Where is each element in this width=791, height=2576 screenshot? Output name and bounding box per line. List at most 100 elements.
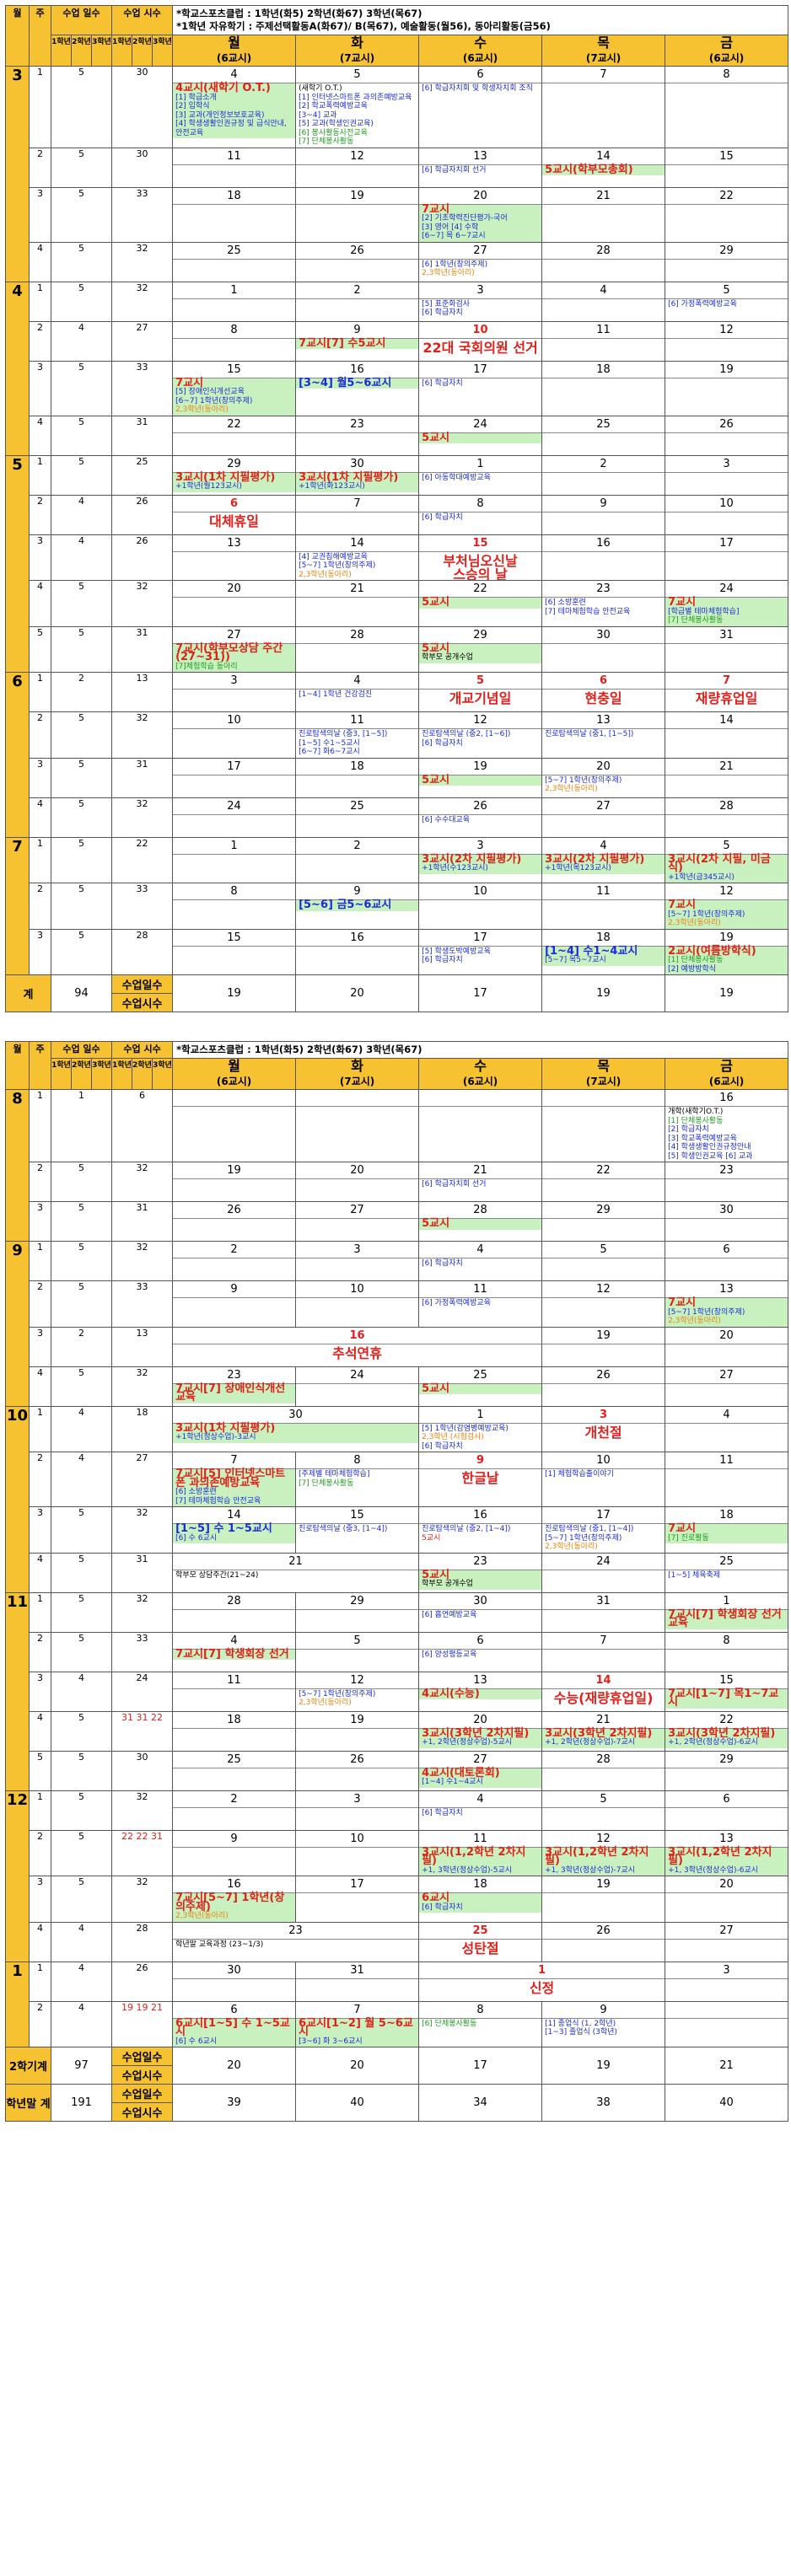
day-cell: 4 7교시[7] 학생회장 선거 — [172, 1631, 297, 1672]
event-line: [1] 종업식 (1, 2학년) — [545, 2019, 616, 2028]
day-cell: 19 — [172, 1162, 297, 1202]
day-cell: 25 — [295, 797, 420, 838]
total-value: 19 — [541, 2047, 666, 2085]
total-row2-label: 수업시수 — [111, 993, 174, 1012]
event-line: 7교시(학부모상담 주간(27~31)) — [175, 641, 283, 663]
total-value: 40 — [665, 2084, 789, 2122]
day-cell: 12 진로탐색의날 (중2, [1~6]) [6] 학급자치 — [418, 711, 543, 759]
day-cell: 28 — [172, 1591, 297, 1633]
date-number: 19 — [296, 1712, 418, 1729]
date-number: 22 — [542, 1163, 665, 1179]
date-number: 19 — [665, 930, 788, 947]
day-cell: 4 [1~4] 1학년 건강검진 — [295, 672, 420, 712]
date-number: 28 — [665, 798, 788, 815]
day-cell: 17 [6] 학급자치 — [418, 360, 543, 416]
week-number: 2 — [29, 1829, 51, 1876]
day-cell: 11 — [172, 147, 297, 188]
event-line: +1학년(금345교시) — [668, 872, 734, 882]
date-number: 8 — [419, 496, 541, 513]
day-cell: 29 5교시 학부모 공개수업 — [418, 625, 543, 673]
day-cell: 21 — [541, 186, 666, 243]
week-number: 2 — [29, 2000, 51, 2047]
date-number: 20 — [173, 581, 295, 598]
day-cell: 21 — [665, 757, 789, 798]
day-cell: 23 — [295, 415, 420, 456]
hours-count: 30 — [111, 1750, 174, 1791]
week-number: 4 — [29, 1366, 51, 1407]
day-cell: 9 — [172, 1280, 297, 1328]
event-block: [5] 표준화검사 [6] 학급자치 — [420, 299, 541, 319]
weekday-hours: (6교시) — [462, 52, 498, 64]
date-number: 17 — [542, 1507, 665, 1524]
day-cell: 11 [6] 가정폭력예방교육 — [418, 1280, 543, 1328]
date-number: 11 — [296, 712, 418, 729]
event-block: 7교시[7] 학생회장 선거교육 — [665, 1609, 788, 1629]
event-line: 2,3학년(동아리) — [545, 785, 598, 793]
event-line: 2,3학년(동아리) — [545, 1543, 598, 1551]
date-number: 8 — [296, 1453, 418, 1469]
event-block: [5] 1학년(감염병예방교육) 2,3학년 (시험검사) [6] 학급자치 — [420, 1424, 541, 1452]
event-block: 5교시 — [419, 1383, 541, 1394]
week-row: 4 4 28 23 학년말 교육과정 (23~1/3) 25 성탄절 26 27 — [6, 1921, 789, 1962]
date-number: 15 — [419, 535, 541, 552]
date-number: 5 — [665, 282, 788, 299]
event-line: 7교시 — [422, 202, 450, 216]
date-number: 16 — [173, 1876, 295, 1893]
day-cell: 4 [6] 학급자치 — [418, 1790, 543, 1831]
week-number: 1 — [29, 1405, 51, 1452]
event-block: 7교시 [5] 장애인식개선교육 [6~7] 1학년(창의주제) 2,3학년(동아리) — [173, 378, 295, 415]
hours-count: 32 — [111, 241, 174, 282]
event-line: [4] 학생생활인권규정안내 — [668, 1143, 751, 1151]
event-block: 5교시 — [419, 775, 541, 786]
date-number: 10 — [542, 1453, 665, 1469]
event-line: [1~5] 체육축제 — [668, 1570, 721, 1580]
total-days: 94 — [50, 974, 113, 1012]
event-line: 개학(새학기O.T.) — [668, 1108, 724, 1116]
week-number: 1 — [29, 836, 51, 883]
date-number: 14 — [542, 148, 665, 165]
week-number: 2 — [29, 147, 51, 188]
date-number: 7 — [542, 1633, 665, 1650]
day-cell: 25 5교시 — [418, 1366, 543, 1407]
day-cell: 26 — [172, 1201, 297, 1242]
week-row: 11 1 5 32 28 29 30 [6] 흡연예방교육 31 1 7교시[7] 학생회장 선거교… — [5, 1591, 789, 1791]
note-line: *학교스포츠클럽 : 1학년(화5) 2학년(화67) 3학년(목67) — [176, 1044, 422, 1055]
date-number: 7 — [542, 67, 665, 83]
weekday-name: 월 — [228, 1058, 240, 1074]
date-number: 28 — [419, 1203, 541, 1219]
date-number: 29 — [542, 1203, 665, 1219]
event-line: [5] 교과(학생인권교육) — [299, 120, 374, 128]
date-number: 31 — [542, 1593, 665, 1610]
day-cell: 14 [4] 교권침해예방교육 [5~7] 1학년(창의주제) 2,3학년(동아리) — [295, 534, 420, 581]
day-cell: 23 7교시[7] 장애인식개선교육 — [172, 1366, 297, 1407]
day-cell: 29 — [541, 1201, 666, 1242]
date-number: 29 — [419, 627, 541, 644]
event-line: +1, 3학년(정상수업)-7교시 — [545, 1865, 636, 1875]
day-cell: 6 [6] 학급자치회 및 학생자치회 조직 — [418, 66, 543, 148]
days-count: 5 — [50, 66, 113, 148]
weekday-header: 화 (7교시) — [295, 35, 420, 67]
date-number: 26 — [173, 1203, 295, 1219]
holiday-label: 한글날 — [461, 1470, 499, 1486]
event-line: [7] 단체봉사활동 — [299, 137, 354, 146]
week-number: 3 — [29, 186, 51, 243]
week-row: 2 5 33 4 7교시[7] 학생회장 선거 5 6 [6] 양성평등교육 7 8 — [6, 1631, 789, 1672]
day-cell: 3 3교시(2차 지필평가) +1학년(수123교시) — [418, 836, 543, 883]
hours-count: 32 — [111, 1241, 174, 1281]
event-block: 7교시(학부모상담 주간(27~31)) [7]체험학습 동아리 — [173, 641, 295, 672]
date-number: 18 — [173, 188, 295, 205]
event-line: [3~4] 교과 — [299, 110, 337, 120]
hours-count: 18 — [111, 1405, 174, 1452]
day-cell: 28 — [541, 1750, 666, 1791]
event-line: 진로탐색의날 (중2, [1~4]) — [422, 1525, 511, 1533]
event-line: 2,3학년(동아리) — [299, 1699, 352, 1707]
day-cell: 28 — [541, 241, 666, 282]
event-line: 7교시[7] 학생회장 선거 — [175, 1647, 289, 1661]
day-cell: 10 — [295, 1829, 420, 1876]
date-number — [419, 1091, 541, 1107]
hours-count: 32 — [111, 580, 174, 627]
first-semester-calendar: 월 주 수업 일수 수업 시수 *학교스포츠클럽 : 1학년(화5) 2학년(화67) … — [5, 5, 789, 1012]
event-line: 7교시 — [668, 596, 697, 609]
event-line: +1학년(수123교시) — [422, 864, 488, 872]
day-cell: 12 7교시 [5~7] 1학년(창의주제) 2,3학년(동아리) — [665, 883, 789, 930]
